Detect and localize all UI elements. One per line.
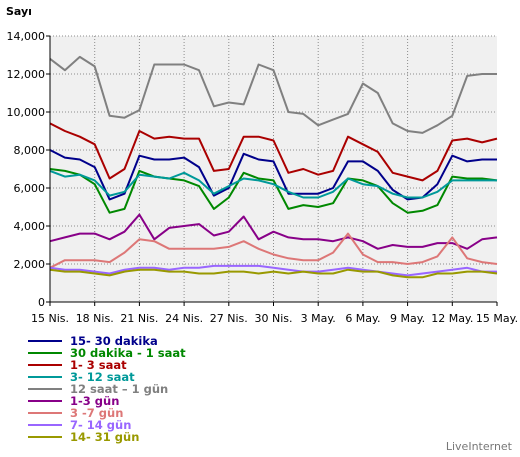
y-tick-label: 8,000 <box>14 144 46 157</box>
series-line-3-12-saat <box>49 169 497 199</box>
x-tick-label: 15 Nis. <box>31 312 69 325</box>
legend-swatch <box>28 400 62 402</box>
credit-text: LiveInternet <box>445 440 512 453</box>
legend-swatch <box>28 376 62 378</box>
axes <box>46 35 498 306</box>
legend-label: 14- 31 gün <box>70 430 140 444</box>
x-tick-label: 9 May. <box>390 312 425 325</box>
legend-label: 7- 14 gün <box>70 418 132 432</box>
legend-label: 1-3 gün <box>70 394 120 408</box>
legend-swatch <box>28 424 62 426</box>
legend-swatch <box>28 412 62 414</box>
y-tick-label: 10,000 <box>7 106 46 119</box>
y-axis-title: Sayı <box>6 5 32 18</box>
series-line-14-31-g-n <box>49 268 498 279</box>
legend-swatch <box>28 340 62 342</box>
legend-label: 1- 3 saat <box>70 358 127 372</box>
legend-label: 30 dakika - 1 saat <box>70 346 186 360</box>
series-line-3-7-g-n <box>49 232 498 269</box>
x-tick-label: 3 May. <box>301 312 336 325</box>
x-tick-label: 27 Nis. <box>210 312 248 325</box>
y-tick-label: 6,000 <box>14 182 46 195</box>
legend-label: 12 saat – 1 gün <box>70 382 169 396</box>
series-line-1-3-g-n <box>49 213 498 250</box>
legend-swatch <box>28 436 62 438</box>
series-line-30-dakika-1-saat <box>49 168 498 214</box>
y-tick-label: 12,000 <box>7 68 46 81</box>
y-tick-label: 14,000 <box>7 30 46 43</box>
y-tick-label: 0 <box>38 296 45 309</box>
legend-swatch <box>28 388 62 390</box>
x-tick-label: 6 May. <box>345 312 380 325</box>
x-tick-label: 30 Nis. <box>254 312 292 325</box>
legend-label: 3 -7 gün <box>70 406 124 420</box>
legend-label: 15- 30 dakika <box>70 334 158 348</box>
series-line-12-saat-1-g-n <box>49 55 497 134</box>
series-line-1-3-saat <box>49 122 498 182</box>
line-chart: Sayı 0 2,000 4,000 6,000 8,000 10,000 12,000 14… <box>6 5 518 325</box>
x-tick-label: 21 Nis. <box>120 312 158 325</box>
x-tick-label: 24 Nis. <box>165 312 203 325</box>
series-lines <box>49 55 498 279</box>
legend-swatch <box>28 364 62 366</box>
x-tick-labels: 15 Nis. 18 Nis. 21 Nis. 24 Nis. 27 Nis. 30 Ni… <box>31 312 518 325</box>
legend-label: 3- 12 saat <box>70 370 135 384</box>
x-tick-label: 18 Nis. <box>76 312 114 325</box>
x-tick-label: 15 May. <box>476 312 518 325</box>
y-tick-label: 2,000 <box>14 258 46 271</box>
x-tick-label: 12 May. <box>431 312 473 325</box>
legend-swatch <box>28 352 62 354</box>
y-tick-label: 4,000 <box>14 220 46 233</box>
y-tick-labels: 0 2,000 4,000 6,000 8,000 10,000 12,000 14,000 <box>7 30 46 309</box>
series-line-7-14-g-n <box>49 264 497 277</box>
